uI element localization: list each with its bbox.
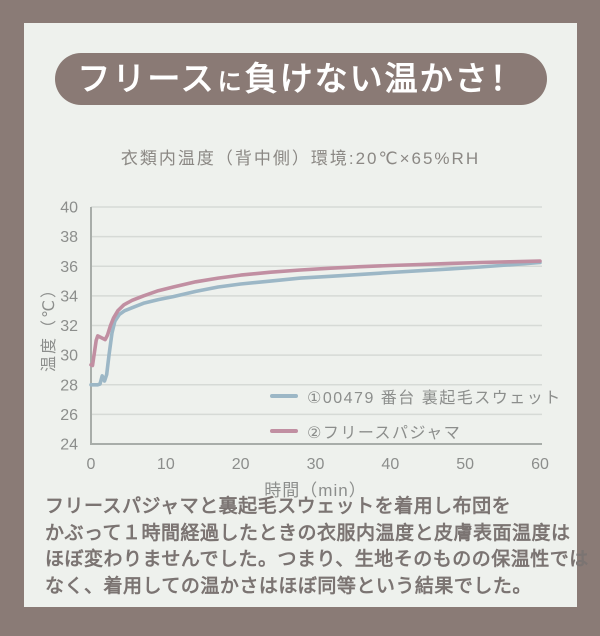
card: フリースに負けない温かさ！ 衣類内温度（背中側）環境:20℃×65%RH 24 2… — [24, 23, 588, 607]
caption-line: ほぼ変わりませんでした。つまり、生地そのものの保温性では — [45, 549, 589, 570]
title-segment-large: 負けない温かさ！ — [244, 60, 525, 97]
svg-text:30: 30 — [307, 456, 325, 473]
svg-text:32: 32 — [60, 318, 78, 335]
temperature-chart: 24 26 28 30 32 34 36 38 40 0 10 20 30 40 50 60 温度（℃） 時間… — [24, 196, 577, 508]
title-segment-small: に — [217, 69, 243, 96]
legend-line-blue-icon — [270, 393, 298, 398]
svg-text:50: 50 — [456, 456, 474, 473]
chart-legend: ①00479 番台 裏起毛スウェット ②フリースパジャマ — [270, 385, 562, 442]
svg-text:40: 40 — [60, 200, 78, 217]
legend-item-sweat: ①00479 番台 裏起毛スウェット — [270, 385, 562, 407]
y-axis-title: 温度（℃） — [41, 280, 58, 372]
legend-line-pink-icon — [270, 428, 298, 433]
caption: フリースパジャマと裏起毛スウェットを着用し布団を かぶって１時間経過したときの衣… — [45, 494, 589, 600]
svg-text:28: 28 — [60, 377, 78, 394]
legend-item-fleece: ②フリースパジャマ — [270, 420, 562, 442]
x-axis-title: 時間（min） — [264, 481, 367, 500]
svg-text:26: 26 — [60, 407, 78, 424]
title-segment-large: フリース — [77, 60, 216, 97]
svg-text:34: 34 — [60, 288, 78, 305]
caption-line: フリースパジャマと裏起毛スウェットを着用し布団を — [45, 496, 512, 517]
chart-plot: 24 26 28 30 32 34 36 38 40 0 10 20 30 40 50 60 — [60, 200, 549, 474]
svg-text:20: 20 — [232, 456, 250, 473]
svg-text:24: 24 — [60, 437, 78, 454]
chart-subtitle: 衣類内温度（背中側）環境:20℃×65%RH — [120, 149, 481, 168]
caption-line: かぶって１時間経過したときの衣服内温度と皮膚表面温度は — [45, 522, 571, 544]
svg-text:30: 30 — [60, 348, 78, 365]
svg-text:0: 0 — [87, 456, 96, 473]
title-banner: フリースに負けない温かさ！ — [55, 53, 547, 105]
svg-text:60: 60 — [531, 456, 549, 473]
svg-text:36: 36 — [60, 259, 78, 276]
legend-label-fleece: ②フリースパジャマ — [307, 424, 462, 442]
svg-text:38: 38 — [60, 229, 78, 246]
legend-label-sweat: ①00479 番台 裏起毛スウェット — [307, 389, 562, 407]
svg-text:40: 40 — [381, 456, 399, 473]
svg-text:10: 10 — [157, 456, 175, 473]
caption-line: なく、着用しての温かさはほぼ同等という結果でした。 — [45, 575, 532, 597]
